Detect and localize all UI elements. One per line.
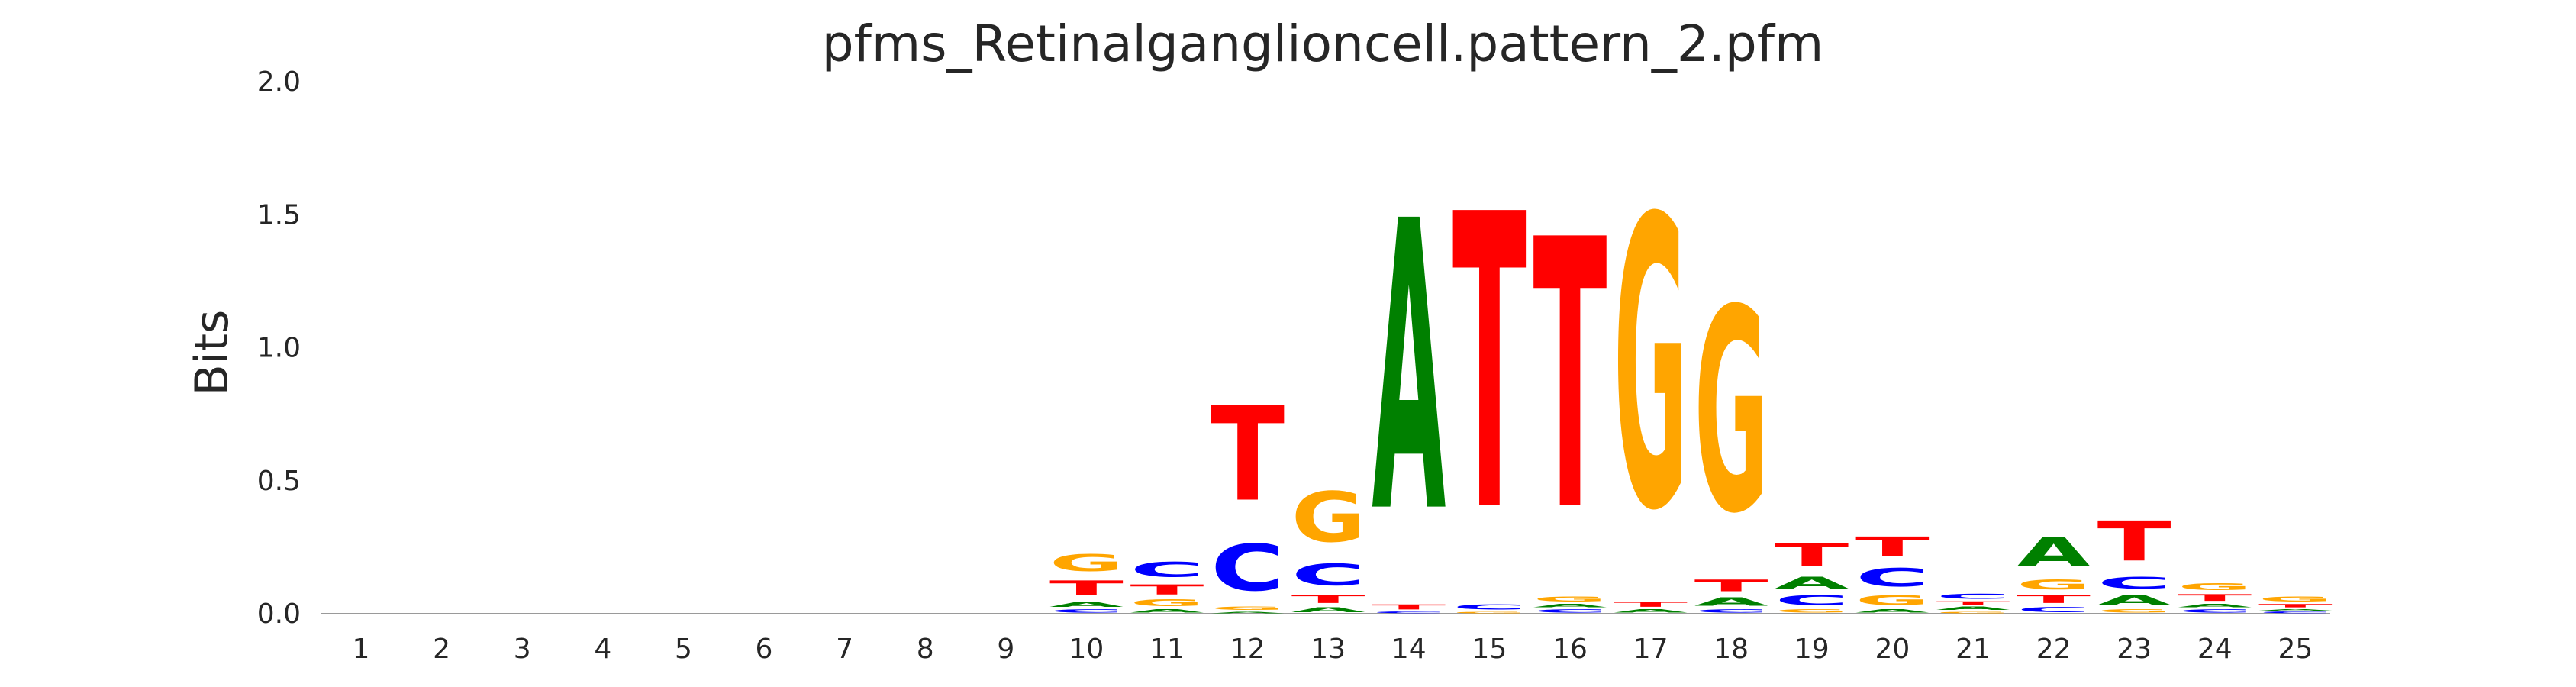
logo-letter-t: T (1775, 537, 1849, 574)
x-tick-label: 16 (1552, 634, 1588, 665)
x-axis-ticks: 1 2 3 4 5 6 7 8 9 10 11 12 13 14 15 16 17 18 19 20 21 22 23 24 2… (353, 634, 2313, 665)
x-tick-label: 10 (1069, 634, 1104, 665)
x-tick-label: 20 (1875, 634, 1910, 665)
y-axis-label: Bits (185, 310, 239, 396)
logo-letter-c: C (1775, 592, 1849, 608)
x-tick-label: 4 (594, 634, 611, 665)
logo-letter-t: T (1452, 131, 1527, 601)
logo-letter-c: C (1694, 608, 1768, 614)
logo-letter-g: G (1049, 550, 1124, 577)
logo-letter-t: T (1614, 600, 1688, 608)
logo-letter-a: A (2017, 528, 2091, 576)
x-tick-label: 3 (514, 634, 531, 665)
logo-letter-a: A (1775, 574, 1849, 592)
logo-letter-t: T (1291, 592, 1365, 605)
logo-letter-t: T (1372, 603, 1446, 611)
y-tick-label: 0.5 (257, 466, 301, 497)
logo-letter-t: T (1694, 576, 1768, 595)
logo-letter-t: T (2097, 509, 2171, 573)
x-tick-label: 13 (1311, 634, 1346, 665)
logo-letter-g: G (1936, 611, 2010, 614)
logo-letter-g: G (2097, 608, 2171, 614)
x-tick-label: 14 (1391, 634, 1427, 665)
logo-letter-g: G (1775, 608, 1849, 614)
x-tick-label: 23 (2117, 634, 2152, 665)
logo-letter-a: A (1533, 603, 1607, 608)
logo-letter-t: T (2258, 603, 2333, 608)
x-tick-label: 5 (675, 634, 692, 665)
x-tick-label: 11 (1149, 634, 1185, 665)
x-tick-label: 18 (1714, 634, 1749, 665)
logo-letter-c: C (1049, 608, 1124, 614)
logo-letter-c: C (1372, 611, 1446, 614)
logo-letter-a: A (1372, 138, 1446, 601)
logo-letter-c: C (1452, 603, 1527, 611)
y-tick-label: 1.0 (257, 333, 301, 364)
logo-letter-t: T (1211, 379, 1285, 531)
x-tick-label: 8 (917, 634, 934, 665)
logo-letter-c: C (2258, 611, 2333, 614)
x-tick-label: 1 (353, 634, 370, 665)
logo-letter-t: T (2178, 592, 2252, 603)
logo-letter-c: C (1291, 558, 1365, 592)
logo-letter-t: T (1936, 601, 2010, 606)
x-tick-label: 25 (2278, 634, 2313, 665)
logo-letter-a: A (2178, 603, 2252, 608)
y-axis-ticks: 0.0 0.5 1.0 1.5 2.0 (257, 66, 301, 630)
logo-letter-g: G (1291, 478, 1365, 557)
logo-letter-a: A (1614, 608, 1688, 614)
logo-letter-g: G (2017, 576, 2091, 592)
logo-letter-g: G (1452, 611, 1527, 614)
logo-letter-t: T (1533, 163, 1608, 594)
logo-letter-a: A (1291, 606, 1365, 614)
x-tick-label: 19 (1794, 634, 1830, 665)
x-tick-label: 6 (756, 634, 773, 665)
logo-letter-g: G (1533, 595, 1607, 604)
x-tick-label: 2 (433, 634, 450, 665)
logo-letter-g: G (2258, 595, 2333, 604)
logo-letter-g: G (1130, 598, 1204, 608)
logo-letter-a: A (1130, 608, 1204, 614)
logo-letter-a: A (1049, 601, 1124, 608)
logo-letter-g: G (1694, 251, 1768, 576)
logo-letter-a: A (1936, 606, 2010, 611)
x-tick-label: 24 (2197, 634, 2233, 665)
x-tick-label: 7 (836, 634, 853, 665)
logo-letter-c: C (2097, 574, 2171, 592)
x-tick-label: 22 (2036, 634, 2071, 665)
x-tick-label: 17 (1633, 634, 1668, 665)
x-tick-label: 12 (1230, 634, 1265, 665)
logo-letter-t: T (1855, 531, 1930, 563)
logo-letter-c: C (1130, 558, 1204, 582)
logo-letter-c: C (2017, 606, 2091, 614)
x-tick-label: 9 (997, 634, 1014, 665)
logo-letter-g: G (2178, 582, 2252, 592)
logo-letter-t: T (2017, 592, 2091, 605)
y-tick-label: 1.5 (257, 199, 301, 231)
logo-letter-g: G (1614, 135, 1688, 598)
logo-letter-c: C (2178, 608, 2252, 614)
logo-letter-c: C (1936, 592, 2010, 600)
logo-letter-a: A (2258, 608, 2333, 611)
logo-letter-c: C (1533, 608, 1607, 614)
logo-letter-a: A (1211, 611, 1285, 614)
x-tick-label: 15 (1472, 634, 1507, 665)
logo-letter-t: T (1049, 576, 1124, 600)
chart-title: pfms_Retinalganglioncell.pattern_2.pfm (822, 15, 1824, 73)
logo-letter-c: C (1211, 531, 1285, 606)
y-tick-label: 0.0 (257, 598, 301, 630)
logo-letter-g: G (1855, 592, 1930, 608)
logo-letter-g: G (1211, 605, 1285, 611)
logo-letter-a: A (1855, 608, 1930, 614)
logo-letter-c: C (1855, 563, 1930, 592)
logo-letter-a: A (1694, 595, 1768, 608)
logo-letter-t: T (1130, 582, 1204, 598)
y-tick-label: 2.0 (257, 66, 301, 98)
logo-letter-a: A (2097, 592, 2171, 608)
logo-letter-stacks: CATGAGTCAGCTATCGCTAGCTCAGTATGCATGGCATAGC… (1049, 131, 2333, 614)
x-tick-label: 21 (1955, 634, 1991, 665)
